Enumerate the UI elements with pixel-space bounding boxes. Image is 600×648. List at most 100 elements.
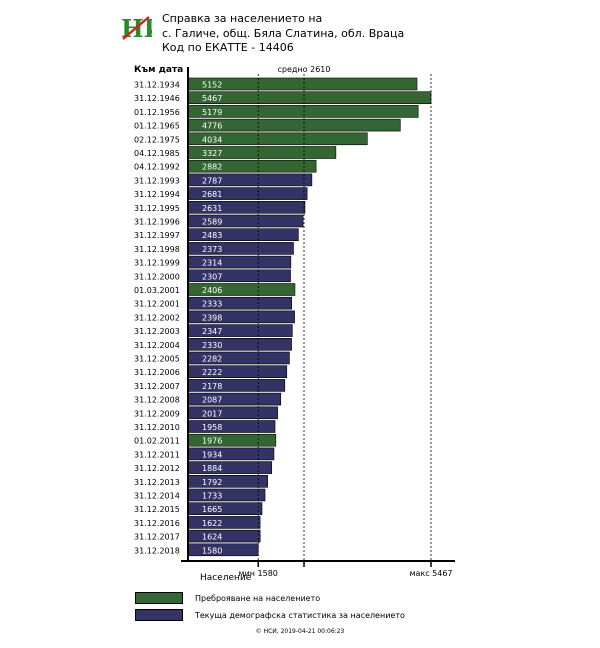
date-label: 31.12.2016 bbox=[134, 519, 180, 528]
population-chart: Към дата 5152 5467 5179 4776 4034 3327 2882 278… bbox=[134, 65, 455, 583]
copyright-footer: © НСИ, 2019-04-21 00:06:23 bbox=[255, 628, 345, 635]
date-label: 01.12.1956 bbox=[134, 108, 180, 117]
date-label: 31.12.1996 bbox=[134, 218, 180, 227]
bar bbox=[187, 105, 419, 118]
date-label: 31.12.2001 bbox=[134, 300, 180, 309]
category-axis-title: Към дата bbox=[134, 65, 183, 75]
reference-line-label: мин 1580 bbox=[239, 569, 278, 578]
bar-value-label: 1733 bbox=[202, 492, 222, 501]
legend-item-census: Преброяване на населението bbox=[135, 591, 405, 605]
bar bbox=[187, 502, 263, 516]
bar-value-label: 2681 bbox=[202, 190, 222, 199]
title-line-2: с. Галиче, общ. Бяла Слатина, обл. Враца bbox=[162, 26, 405, 40]
bar-value-label: 1580 bbox=[202, 546, 222, 555]
date-label: 31.12.2003 bbox=[134, 327, 180, 336]
date-label: 02.12.1975 bbox=[134, 135, 180, 144]
bar-value-label: 2307 bbox=[202, 272, 222, 281]
bar-value-label: 2222 bbox=[202, 368, 222, 377]
date-label: 31.12.2007 bbox=[134, 382, 180, 391]
bar-value-label: 4034 bbox=[202, 135, 222, 144]
date-labels-group: 31.12.1934 31.12.1946 01.12.1956 01.12.1965… bbox=[134, 81, 180, 556]
logo-slash bbox=[122, 16, 150, 40]
legend: Преброяване на населението Текуща демогр… bbox=[135, 591, 405, 625]
bar-value-label: 1976 bbox=[202, 437, 222, 446]
bar-value-label: 2282 bbox=[202, 355, 222, 364]
date-label: 31.12.2000 bbox=[134, 272, 180, 281]
bar-value-label: 1665 bbox=[202, 505, 222, 514]
bar-value-label: 4776 bbox=[202, 122, 222, 131]
date-label: 31.12.2014 bbox=[134, 492, 180, 501]
bar-value-label: 2406 bbox=[202, 286, 222, 295]
date-label: 31.12.2011 bbox=[134, 450, 180, 459]
bar-value-label: 2347 bbox=[202, 327, 222, 336]
reference-line-label: макс 5467 bbox=[409, 569, 452, 578]
reference-lines-group: средно 2610 мин 1580 макс 5467 bbox=[239, 65, 453, 578]
bar-value-label: 2333 bbox=[202, 300, 222, 309]
value-axis-title: Население bbox=[200, 573, 252, 583]
bar bbox=[187, 461, 273, 474]
date-label: 31.12.1999 bbox=[134, 259, 180, 268]
bar-value-label: 2330 bbox=[202, 341, 222, 350]
date-label: 31.12.2005 bbox=[134, 355, 180, 364]
bar-value-label: 5152 bbox=[202, 81, 222, 90]
bar-value-label: 2787 bbox=[202, 176, 222, 185]
title-line-3: Код по ЕКАТТЕ - 14406 bbox=[162, 41, 294, 54]
bar-value-label: 2314 bbox=[202, 259, 222, 268]
date-label: 04.12.1985 bbox=[134, 149, 180, 158]
date-label: 01.12.1965 bbox=[134, 122, 180, 131]
bar-value-label: 2483 bbox=[202, 231, 222, 240]
date-label: 31.12.1946 bbox=[134, 94, 180, 103]
bar-value-label: 2017 bbox=[202, 409, 222, 418]
bar-value-label: 1622 bbox=[202, 519, 222, 528]
date-label: 31.12.2017 bbox=[134, 533, 180, 542]
bar bbox=[187, 516, 261, 529]
bar bbox=[187, 488, 266, 502]
bar-value-label: 2882 bbox=[202, 163, 222, 172]
bar-value-label: 1958 bbox=[202, 423, 222, 432]
date-label: 04.12.1992 bbox=[134, 163, 180, 172]
bar bbox=[187, 543, 259, 557]
date-label: 31.12.1994 bbox=[134, 190, 180, 199]
legend-swatch-current bbox=[135, 609, 183, 621]
date-label: 31.12.2002 bbox=[134, 313, 180, 322]
bar-value-label: 1884 bbox=[202, 464, 222, 473]
date-label: 31.12.2006 bbox=[134, 368, 180, 377]
bar-value-label: 1624 bbox=[202, 533, 222, 542]
bar-value-label: 1934 bbox=[202, 450, 222, 459]
date-label: 31.12.2015 bbox=[134, 505, 180, 514]
legend-label-current: Текуща демографска статистика за населен… bbox=[195, 610, 405, 620]
date-label: 31.12.2010 bbox=[134, 423, 180, 432]
bar-value-label: 2631 bbox=[202, 204, 222, 213]
date-label: 31.12.2004 bbox=[134, 341, 180, 350]
bar-value-label: 2589 bbox=[202, 218, 222, 227]
date-label: 01.03.2001 bbox=[134, 286, 180, 295]
bars-group: 5152 5467 5179 4776 4034 3327 2882 2787 2681 2631… bbox=[187, 77, 432, 557]
legend-swatch-census bbox=[135, 592, 183, 604]
bar-value-label: 2373 bbox=[202, 245, 222, 254]
bar-value-label: 2398 bbox=[202, 313, 222, 322]
date-label: 31.12.1993 bbox=[134, 176, 180, 185]
date-label: 31.12.1995 bbox=[134, 204, 180, 213]
date-label: 31.12.2018 bbox=[134, 546, 180, 555]
bar bbox=[187, 529, 261, 543]
bar-value-label: 5179 bbox=[202, 108, 222, 117]
date-label: 31.12.1998 bbox=[134, 245, 180, 254]
title-line-1: Справка за населението на bbox=[162, 12, 323, 25]
bar-value-label: 2178 bbox=[202, 382, 222, 391]
legend-label-census: Преброяване на населението bbox=[195, 593, 321, 603]
reference-line-label: средно 2610 bbox=[278, 65, 331, 74]
bar-value-label: 3327 bbox=[202, 149, 222, 158]
date-label: 31.12.1934 bbox=[134, 81, 180, 90]
bar bbox=[187, 474, 268, 488]
date-label: 31.12.2008 bbox=[134, 396, 180, 405]
bar-value-label: 2087 bbox=[202, 396, 222, 405]
date-label: 31.12.2012 bbox=[134, 464, 180, 473]
legend-item-current: Текуща демографска статистика за населен… bbox=[135, 608, 405, 622]
bar-value-label: 5467 bbox=[202, 94, 222, 103]
date-label: 31.12.2009 bbox=[134, 409, 180, 418]
bar bbox=[187, 447, 275, 461]
title-block: Справка за населението на с. Галиче, общ… bbox=[162, 12, 404, 56]
date-label: 31.12.1997 bbox=[134, 231, 180, 240]
nsi-logo-icon: НИ bbox=[121, 14, 152, 42]
bar-value-label: 1792 bbox=[202, 478, 222, 487]
